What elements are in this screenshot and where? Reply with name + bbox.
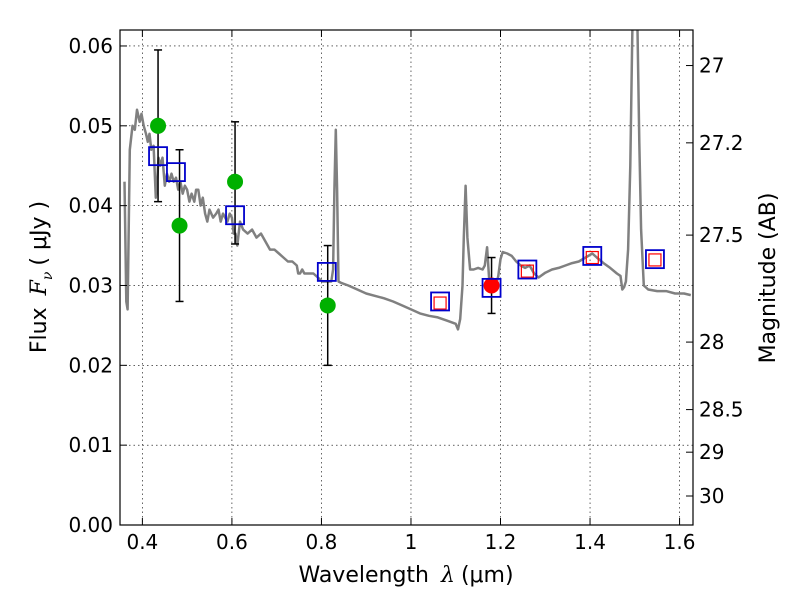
spectrum-line xyxy=(123,30,692,331)
data-point-circle xyxy=(150,117,167,134)
x-tick-label: 1.6 xyxy=(664,530,696,554)
right-tick-label: 27 xyxy=(699,54,724,78)
data-point-square xyxy=(148,146,168,167)
data-point-circle xyxy=(227,173,244,190)
data-point-circle xyxy=(483,277,500,294)
right-tick-label: 28.5 xyxy=(699,398,744,422)
x-tick-label: 1.4 xyxy=(574,530,606,554)
grid-lines xyxy=(120,30,693,526)
x-tick-label: 0.8 xyxy=(306,530,338,554)
data-point-square xyxy=(481,277,502,298)
y-axis-title: FluxFν( μJy ) xyxy=(27,201,56,353)
data-point-square xyxy=(316,262,337,282)
right-tick-label: 28 xyxy=(699,330,724,354)
y-tick-label: 0.00 xyxy=(68,513,113,537)
x-tick-label: 0.4 xyxy=(126,530,158,554)
y-tick-label: 0.06 xyxy=(68,34,113,58)
right-tick-label: 27.2 xyxy=(699,131,744,155)
y-tick-label: 0.01 xyxy=(68,433,113,457)
data-point-square-small xyxy=(648,253,662,267)
right-axis-ticks: 27 27.2 27.5 28 28.5 29 30 xyxy=(686,54,744,508)
x-tick-label: 0.6 xyxy=(216,530,248,554)
plot-area xyxy=(123,30,692,367)
y-tick-label: 0.03 xyxy=(68,273,113,297)
data-point-square xyxy=(645,249,665,270)
model-spectrum xyxy=(123,30,692,331)
data-point-square xyxy=(225,205,245,226)
y-tick-label: 0.04 xyxy=(68,194,113,218)
y-axis-ticks: 0.00 0.01 0.02 0.03 0.04 0.05 0.06 xyxy=(68,34,127,537)
y-tick-label: 0.02 xyxy=(68,353,113,377)
right-tick-label: 29 xyxy=(699,440,724,464)
right-tick-label: 27.5 xyxy=(699,223,744,247)
right-tick-label: 30 xyxy=(699,484,724,508)
data-point-square xyxy=(166,162,186,183)
data-point-circle xyxy=(319,297,336,314)
y-tick-label: 0.05 xyxy=(68,114,113,138)
data-point-square xyxy=(430,291,450,312)
data-point-square-small xyxy=(433,296,447,310)
data-point-square-small xyxy=(520,264,534,278)
right-axis-title: Magnitude (AB) xyxy=(756,193,781,364)
x-tick-label: 1 xyxy=(405,530,418,554)
data-markers xyxy=(148,117,665,314)
data-point-square xyxy=(582,246,603,266)
plot-frame xyxy=(119,29,694,526)
x-tick-label: 1.2 xyxy=(485,530,517,554)
x-axis-title: Wavelength λ (μm) xyxy=(298,563,513,588)
data-point-circle xyxy=(171,217,188,234)
data-point-square-small xyxy=(585,250,599,265)
data-point-square xyxy=(517,259,538,280)
x-axis-ticks: 0.4 0.6 0.8 1 1.2 1.4 1.6 xyxy=(126,30,695,554)
